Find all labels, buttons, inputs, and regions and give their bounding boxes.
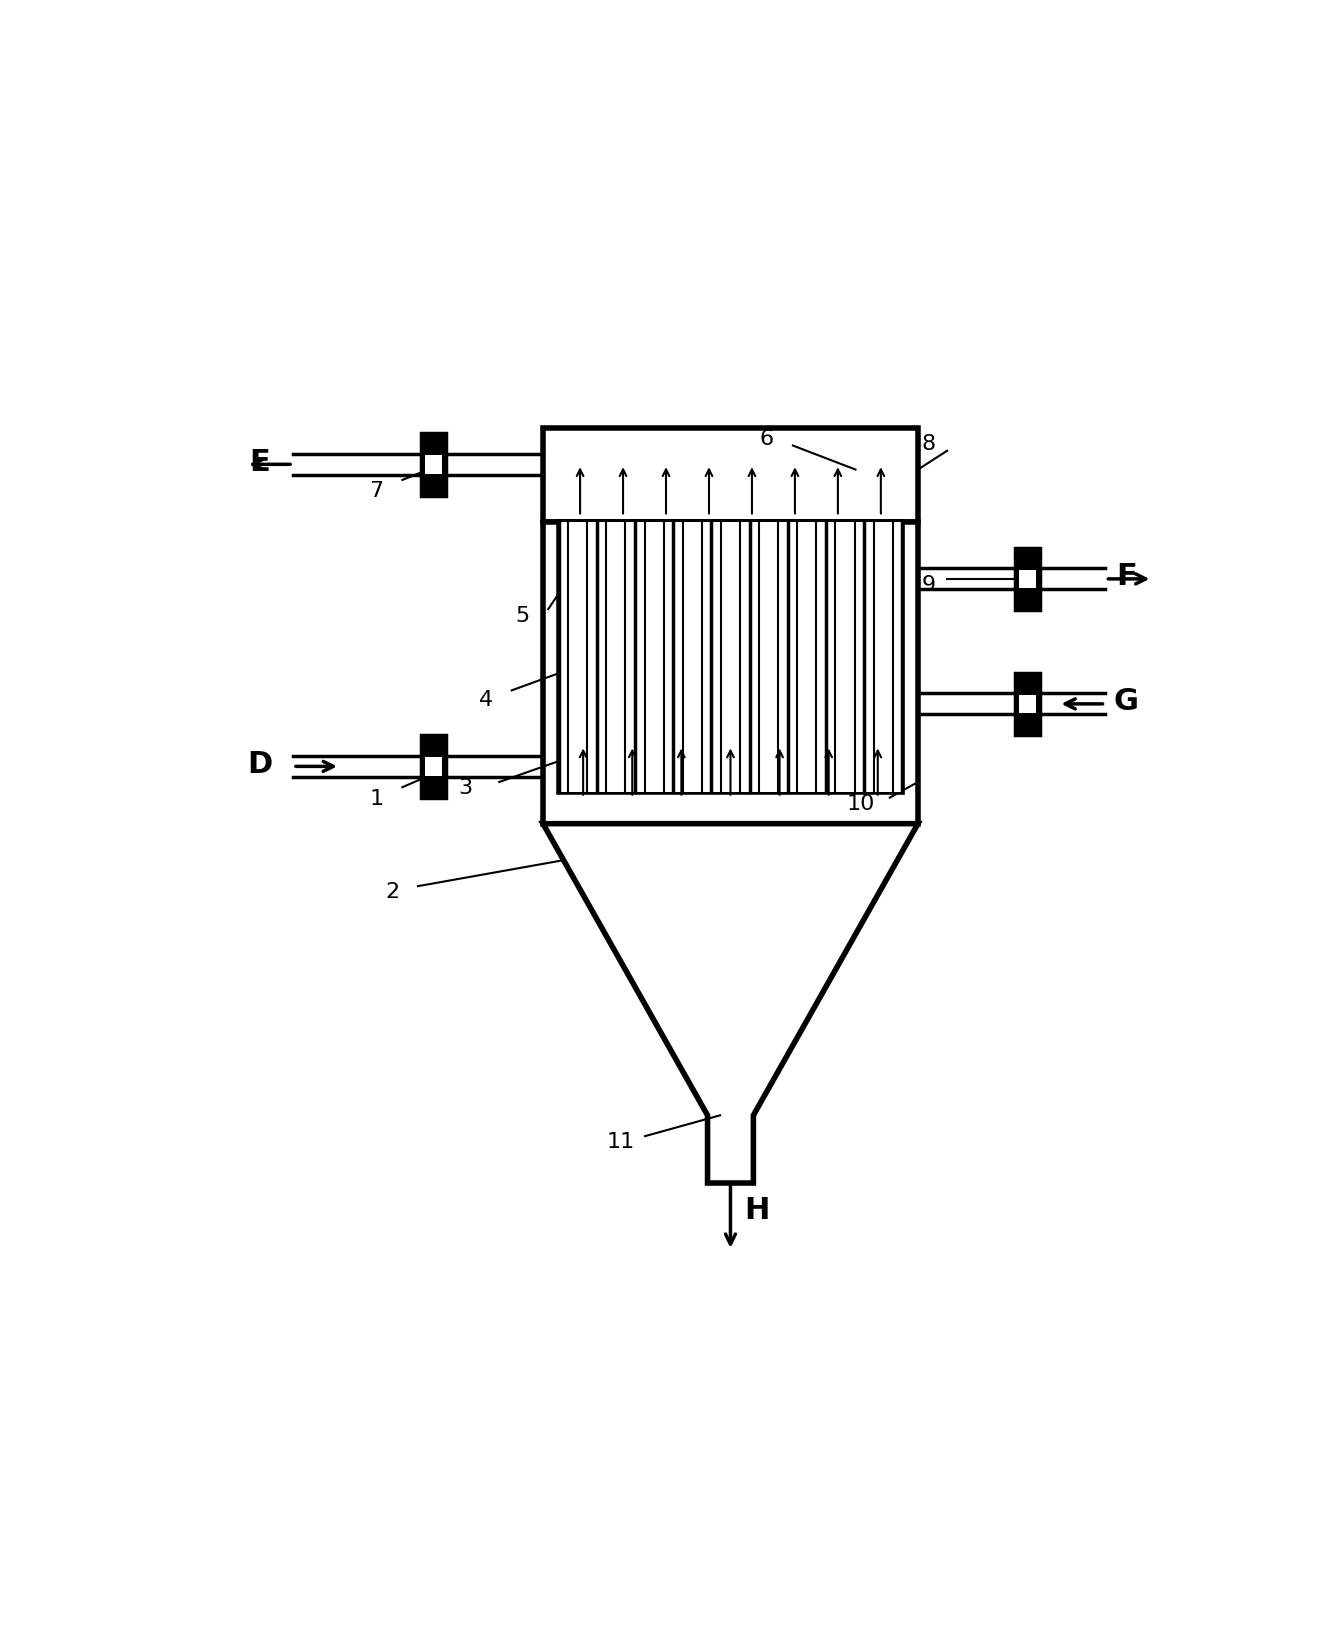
Text: G: G bbox=[1114, 687, 1138, 716]
Text: 9: 9 bbox=[921, 574, 935, 594]
Bar bbox=[421, 736, 446, 798]
Text: 10: 10 bbox=[847, 793, 875, 813]
Bar bbox=[543, 522, 918, 824]
Bar bbox=[543, 429, 918, 522]
Text: 8: 8 bbox=[921, 434, 935, 454]
Bar bbox=[1019, 695, 1036, 713]
Text: 2: 2 bbox=[384, 881, 399, 902]
Bar bbox=[827, 522, 864, 793]
Text: 11: 11 bbox=[607, 1131, 636, 1152]
Bar bbox=[421, 434, 446, 496]
Bar bbox=[559, 522, 597, 793]
Bar bbox=[673, 522, 711, 793]
Bar bbox=[634, 522, 673, 793]
Text: 7: 7 bbox=[370, 481, 383, 501]
Text: H: H bbox=[743, 1195, 769, 1224]
Text: F: F bbox=[1116, 561, 1137, 591]
Text: 4: 4 bbox=[478, 689, 493, 710]
Bar bbox=[597, 522, 634, 793]
Text: 3: 3 bbox=[458, 778, 472, 798]
Text: E: E bbox=[249, 447, 270, 477]
Bar bbox=[1015, 548, 1040, 610]
Bar bbox=[711, 522, 750, 793]
Bar bbox=[559, 522, 902, 793]
Bar bbox=[1015, 674, 1040, 736]
Bar bbox=[425, 757, 442, 777]
Bar bbox=[750, 522, 788, 793]
Text: 6: 6 bbox=[759, 429, 774, 449]
Bar bbox=[788, 522, 827, 793]
Text: 5: 5 bbox=[515, 605, 530, 627]
Text: D: D bbox=[247, 749, 273, 778]
Bar bbox=[864, 522, 902, 793]
Bar bbox=[1019, 570, 1036, 589]
Text: 1: 1 bbox=[370, 788, 383, 808]
Bar bbox=[425, 455, 442, 475]
Polygon shape bbox=[543, 824, 918, 1183]
